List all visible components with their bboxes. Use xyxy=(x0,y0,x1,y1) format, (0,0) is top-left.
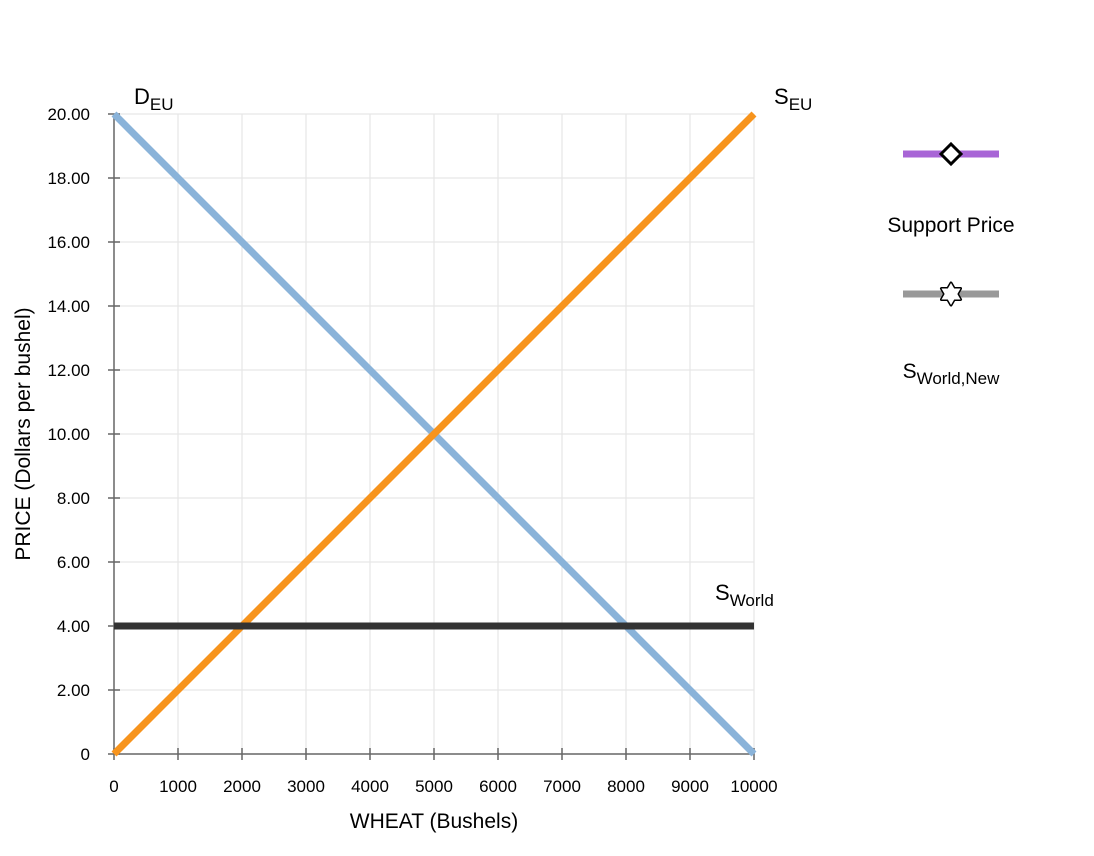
y-tick-label: 8.00 xyxy=(57,489,90,508)
y-tick-label: 6.00 xyxy=(57,553,90,572)
axes xyxy=(108,113,755,760)
s-eu-line xyxy=(111,111,757,757)
legend-item-s-world-new: SWorld,New xyxy=(903,281,1001,388)
y-axis-title: PRICE (Dollars per bushel) xyxy=(12,307,35,560)
y-tick-label: 14.00 xyxy=(47,297,90,316)
legend: Support Price SWorld,New xyxy=(887,141,1015,388)
y-tick-label: 12.00 xyxy=(47,361,90,380)
x-axis-title: WHEAT (Bushels) xyxy=(350,810,518,833)
y-tick-label: 10.00 xyxy=(47,425,90,444)
s-world-label: SWorld xyxy=(715,580,774,610)
x-tick-label: 8000 xyxy=(607,777,645,796)
x-tick-label: 9000 xyxy=(671,777,709,796)
d-eu-label: DEU xyxy=(134,84,174,114)
series-labels: DEU SEU SWorld xyxy=(134,84,812,610)
x-tick-label: 3000 xyxy=(287,777,325,796)
y-tick-label: 16.00 xyxy=(47,233,90,252)
legend-item-support-price: Support Price xyxy=(887,141,1015,237)
legend-label: SWorld,New xyxy=(903,360,1001,388)
diamond-marker-icon xyxy=(938,141,964,167)
y-tick-label: 4.00 xyxy=(57,617,90,636)
y-tick-label: 0 xyxy=(81,745,90,764)
x-tick-label: 5000 xyxy=(415,777,453,796)
s-eu-label: SEU xyxy=(774,84,812,114)
x-tick-label: 0 xyxy=(109,777,118,796)
tick-labels: 0 1000 2000 3000 4000 5000 6000 7000 8000 9000 100… xyxy=(47,105,777,796)
x-tick-label: 1000 xyxy=(159,777,197,796)
star-marker-icon xyxy=(939,281,963,307)
y-tick-label: 2.00 xyxy=(57,681,90,700)
x-tick-label: 7000 xyxy=(543,777,581,796)
x-tick-label: 10000 xyxy=(730,777,777,796)
series-lines xyxy=(111,111,757,757)
y-tick-label: 18.00 xyxy=(47,169,90,188)
x-tick-label: 2000 xyxy=(223,777,261,796)
x-tick-label: 6000 xyxy=(479,777,517,796)
y-tick-label: 20.00 xyxy=(47,105,90,124)
legend-label: Support Price xyxy=(887,214,1014,237)
x-tick-label: 4000 xyxy=(351,777,389,796)
